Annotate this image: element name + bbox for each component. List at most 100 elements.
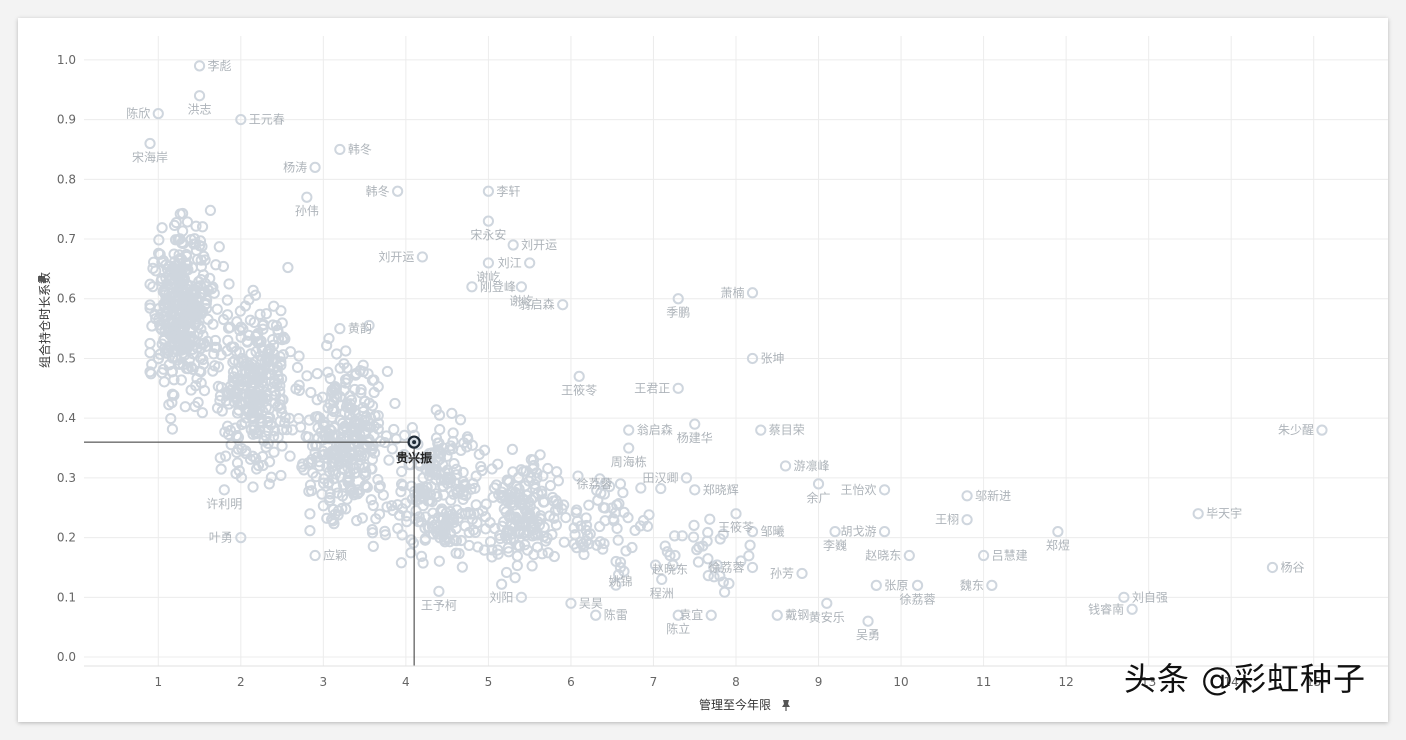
scatter-point[interactable] [580,512,592,524]
scatter-point[interactable] [396,465,408,478]
scatter-point[interactable] [221,420,234,432]
scatter-point[interactable] [276,424,288,436]
scatter-point[interactable] [323,476,335,489]
scatter-point[interactable] [195,342,207,354]
scatter-point[interactable] [519,539,531,551]
scatter-point[interactable] [398,448,410,461]
scatter-point[interactable] [279,411,291,424]
scatter-point[interactable] [735,555,747,567]
scatter-point[interactable] [692,556,705,568]
scatter-point[interactable] [168,219,181,232]
scatter-point[interactable] [606,502,618,514]
scatter-point[interactable] [348,489,360,501]
scatter-point[interactable] [154,322,167,334]
scatter-point[interactable] [195,377,207,389]
scatter-point[interactable] [317,477,330,489]
scatter-point[interactable] [451,469,463,481]
labeled-point[interactable] [482,185,495,197]
scatter-point[interactable] [594,536,606,548]
labeled-point[interactable] [903,549,915,562]
scatter-point[interactable] [202,284,214,296]
scatter-point[interactable] [446,407,458,420]
scatter-point[interactable] [365,494,377,506]
labeled-point[interactable] [862,615,874,627]
scatter-point[interactable] [368,447,381,459]
scatter-point[interactable] [486,544,498,556]
scatter-point[interactable] [417,472,429,484]
scatter-point[interactable] [153,302,165,315]
scatter-point[interactable] [614,556,627,568]
scatter-point[interactable] [207,318,219,330]
scatter-point[interactable] [165,412,177,425]
labeled-point[interactable] [482,215,495,227]
labeled-point[interactable] [144,137,156,150]
scatter-point[interactable] [603,480,616,493]
labeled-point[interactable] [672,609,684,621]
scatter-point[interactable] [635,482,647,494]
scatter-point[interactable] [417,557,429,569]
labeled-point[interactable] [689,484,701,496]
scatter-point[interactable] [503,476,515,488]
scatter-point[interactable] [393,509,406,521]
scatter-point[interactable] [147,262,159,274]
scatter-point[interactable] [223,398,235,410]
scatter-point[interactable] [430,404,442,416]
scatter-point[interactable] [478,544,490,556]
scatter-point[interactable] [594,473,606,485]
scatter-point[interactable] [379,525,391,537]
scatter-point[interactable] [334,414,346,426]
scatter-point[interactable] [268,446,280,458]
scatter-point[interactable] [330,439,343,451]
scatter-point[interactable] [525,471,537,484]
labeled-point[interactable] [771,609,783,621]
scatter-point[interactable] [173,233,185,246]
scatter-point[interactable] [259,356,271,368]
scatter-point[interactable] [704,513,716,525]
scatter-point[interactable] [529,506,541,518]
scatter-point[interactable] [231,457,244,469]
scatter-point[interactable] [701,535,713,547]
scatter-point[interactable] [529,483,541,495]
scatter-point[interactable] [324,398,336,410]
scatter-point[interactable] [421,481,433,493]
scatter-point[interactable] [643,509,655,521]
scatter-point[interactable] [353,460,365,472]
labeled-point[interactable] [977,549,990,562]
scatter-point[interactable] [398,429,411,441]
scatter-point[interactable] [228,341,240,353]
scatter-point[interactable] [743,550,755,562]
scatter-point[interactable] [608,515,620,527]
scatter-point[interactable] [413,483,426,495]
scatter-point[interactable] [435,474,447,486]
scatter-point[interactable] [508,532,520,544]
scatter-point[interactable] [359,425,371,438]
scatter-point[interactable] [179,264,191,277]
scatter-point[interactable] [572,470,584,482]
scatter-point[interactable] [430,432,443,444]
labeled-point[interactable] [730,508,742,520]
labeled-point[interactable] [664,549,676,562]
scatter-point[interactable] [164,265,176,277]
scatter-point[interactable] [457,493,469,506]
scatter-point[interactable] [571,504,583,516]
scatter-point[interactable] [209,334,221,347]
scatter-point[interactable] [148,256,160,268]
scatter-point[interactable] [452,512,464,524]
scatter-point[interactable] [498,516,510,528]
scatter-point[interactable] [156,222,168,234]
scatter-point[interactable] [209,341,221,353]
scatter-point[interactable] [254,417,267,429]
scatter-point[interactable] [717,576,729,588]
scatter-point[interactable] [221,309,234,321]
scatter-point[interactable] [370,513,382,525]
scatter-point[interactable] [195,323,207,335]
scatter-point[interactable] [396,450,408,463]
scatter-point[interactable] [274,399,286,411]
scatter-point[interactable] [434,448,446,460]
labeled-point[interactable] [614,561,627,574]
labeled-point[interactable] [309,549,321,562]
scatter-point[interactable] [240,448,252,460]
scatter-point[interactable] [419,522,431,534]
scatter-point[interactable] [478,444,491,456]
scatter-point[interactable] [272,327,284,339]
